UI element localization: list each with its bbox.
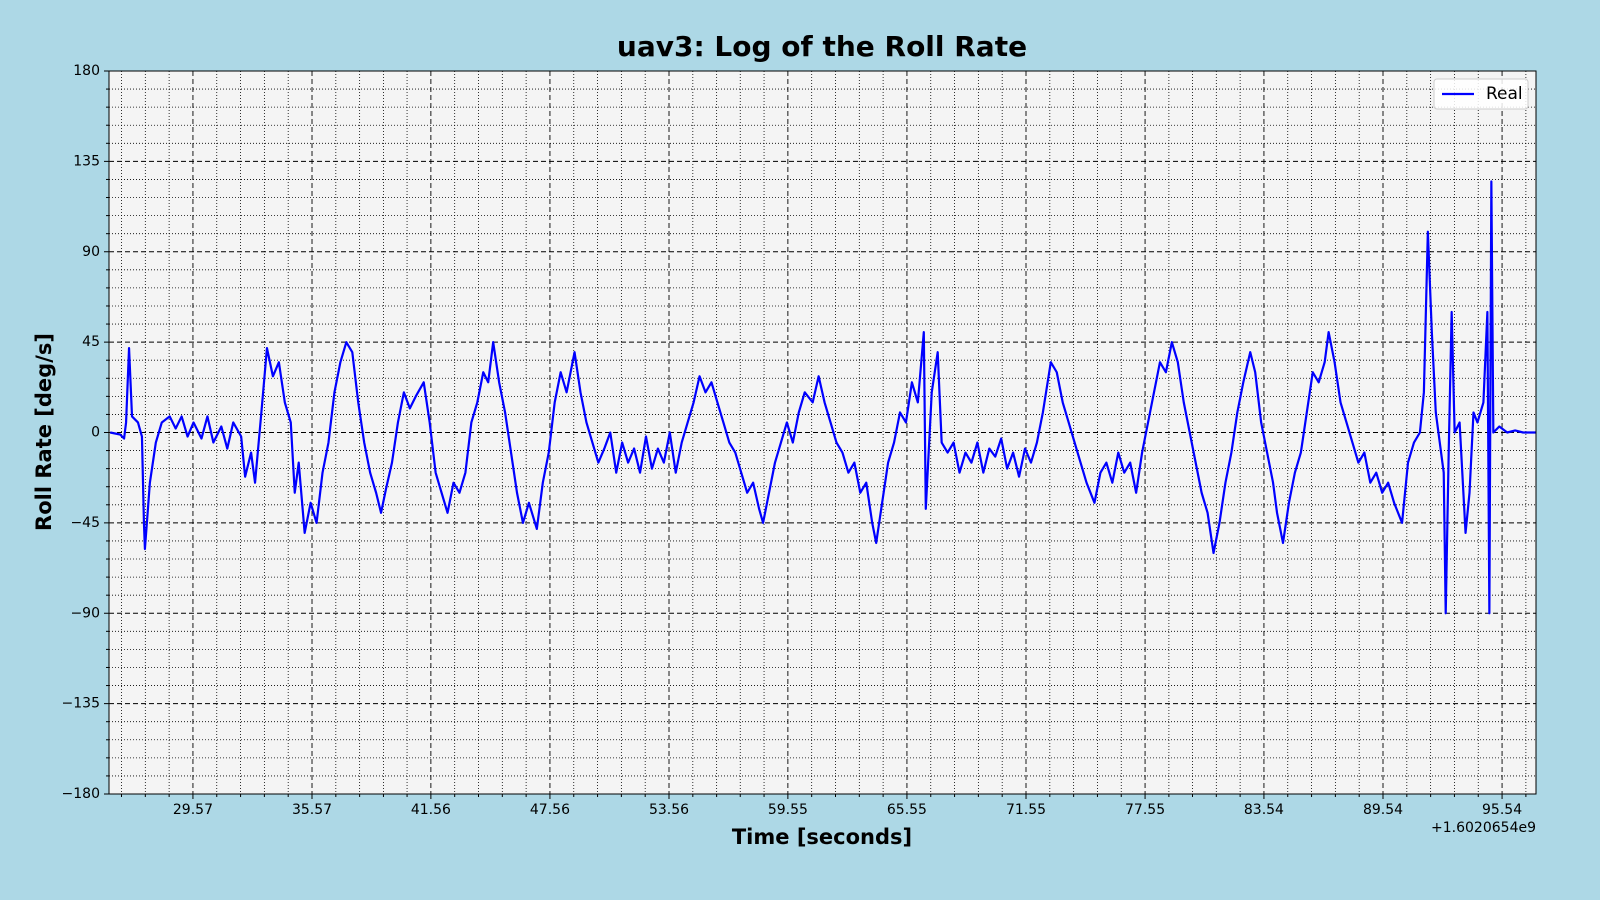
x-tick-label: 47.56 <box>530 802 570 818</box>
y-tick-label: 45 <box>82 334 100 350</box>
y-tick-label: −90 <box>70 605 100 621</box>
chart-title: uav3: Log of the Roll Rate <box>617 30 1027 63</box>
y-tick-label: 90 <box>82 244 100 260</box>
x-tick-label: 89.54 <box>1363 802 1403 818</box>
x-tick-label: 95.54 <box>1482 802 1522 818</box>
y-tick-label: −45 <box>70 515 100 531</box>
y-tick-label: 180 <box>73 63 100 79</box>
x-tick-label: 77.55 <box>1125 802 1165 818</box>
x-tick-label: 83.54 <box>1244 802 1284 818</box>
x-tick-label: 59.55 <box>768 802 808 818</box>
plot-border <box>108 70 1537 795</box>
legend-label: Real <box>1486 84 1523 104</box>
x-tick-label: 71.55 <box>1006 802 1046 818</box>
x-tick-label: 35.57 <box>292 802 332 818</box>
x-tick-label: 53.56 <box>649 802 689 818</box>
y-axis-label: Roll Rate [deg/s] <box>32 333 56 531</box>
y-tick-label: 0 <box>91 425 100 441</box>
x-axis-label: Time [seconds] <box>732 825 912 849</box>
x-offset-label: +1.6020654e9 <box>1431 820 1536 836</box>
y-tick-label: −135 <box>62 696 100 712</box>
x-tick-label: 41.56 <box>411 802 451 818</box>
legend-box <box>1433 78 1529 110</box>
y-tick-label: 135 <box>73 153 100 169</box>
x-tick-label: 65.55 <box>887 802 927 818</box>
y-tick-label: −180 <box>62 786 100 802</box>
x-tick-label: 29.57 <box>173 802 213 818</box>
data-line <box>109 180 1536 615</box>
